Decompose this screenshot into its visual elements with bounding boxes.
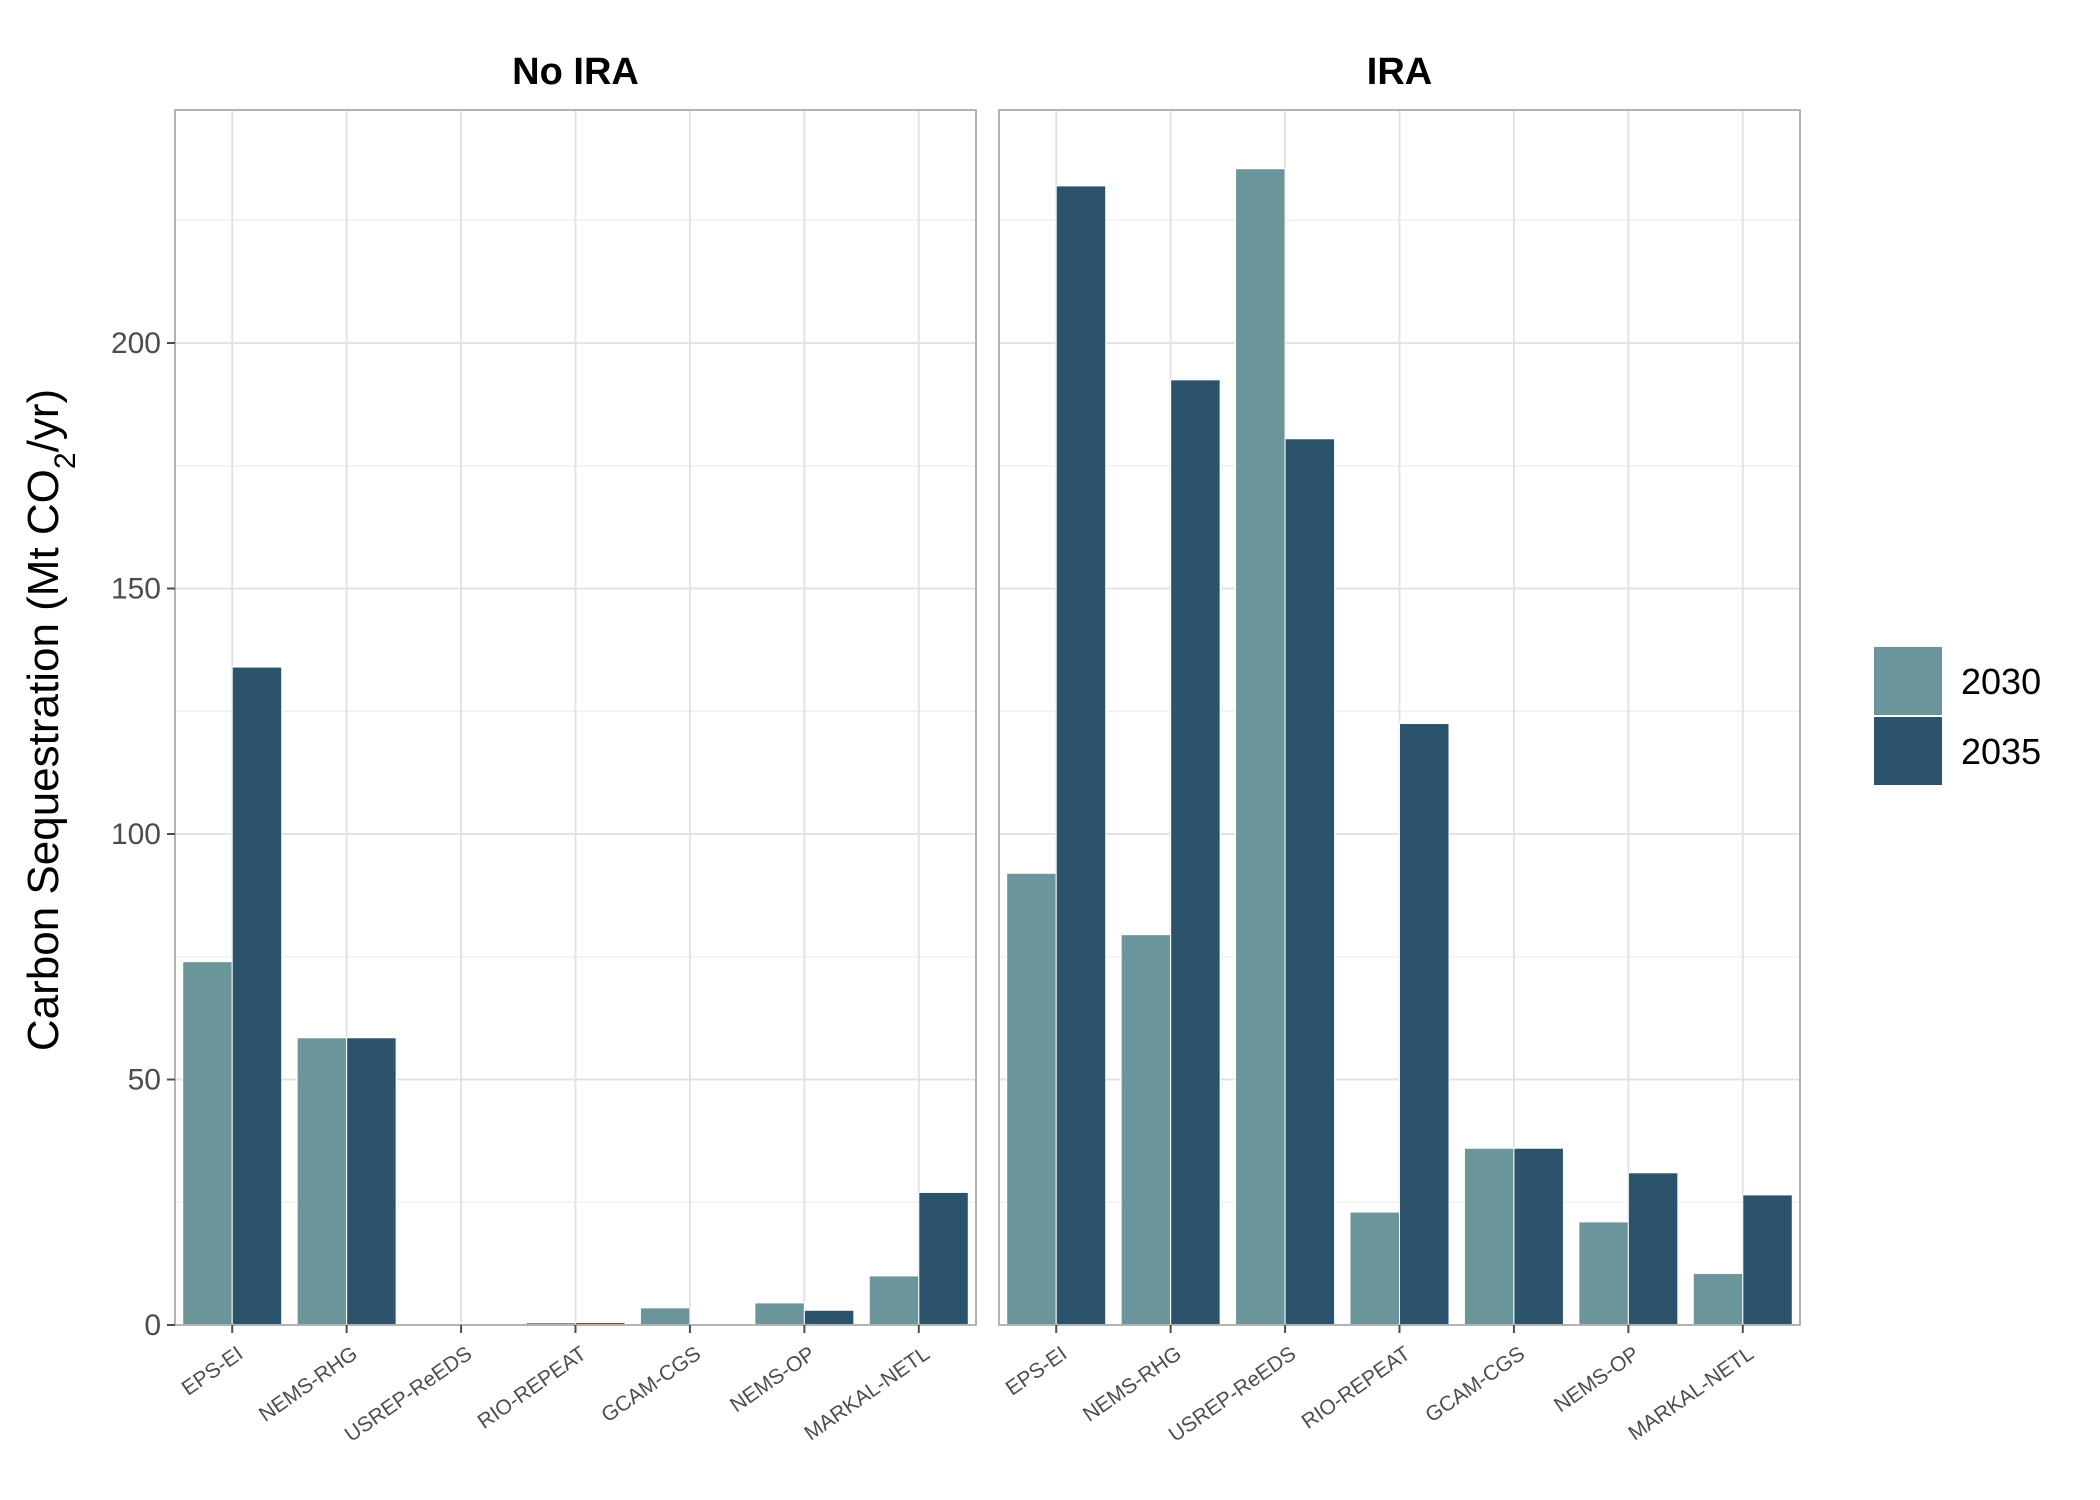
bar-2030-GCAM-CGS [639,1307,691,1326]
legend-item-2030: 2030 [1872,645,2041,717]
y-tick-label: 0 [144,1309,161,1342]
bar-2035-EPS-EI [1055,185,1107,1326]
x-tick-label: MARKAL-NETL [1624,1342,1758,1445]
legend-label-2030: 2030 [1961,661,2041,702]
bar-2035-RIO-REPEAT [1399,723,1450,1326]
x-tick-label: NEMS-RHG [255,1342,362,1426]
x-tick-label: NEMS-RHG [1079,1342,1186,1426]
bar-2030-NEMS-RHG [296,1037,348,1326]
y-tick-label: 50 [128,1064,161,1097]
bar-2030-NEMS-OP [1578,1221,1629,1326]
legend: 2030 2035 [1872,645,2041,787]
x-tick-label: NEMS-OP [1550,1342,1643,1417]
x-tick-label: USREP-ReEDS [341,1342,477,1447]
legend-item-2035: 2035 [1872,715,2041,787]
bar-2030-EPS-EI [182,961,233,1326]
x-tick-label: NEMS-OP [726,1342,819,1417]
bar-2030-EPS-EI [1006,872,1057,1326]
bar-2030-MARKAL-NETL [1692,1272,1744,1326]
x-tick-label: EPS-EI [178,1342,248,1400]
panel-1: No IRA EPS-EI NEMS-RHGUSREP-ReEDSRIO-REPEA… [111,51,977,1447]
x-tick-label: RIO-REPEAT [1298,1342,1415,1434]
y-axis-label-subscript: 2 [49,452,82,469]
y-axis-label-prefix: Carbon Sequestration (Mt CO [19,469,68,1051]
bar-2035-USREP-ReEDS [1284,438,1336,1326]
y-tick-label: 150 [111,573,161,606]
y-tick-label: 100 [111,818,161,851]
legend-key-2035 [1872,715,1944,787]
x-tick-label: GCAM-CGS [1421,1342,1529,1427]
bar-2035-GCAM-CGS [1513,1147,1564,1326]
legend-label-2035: 2035 [1961,731,2041,772]
bar-2035-NEMS-OP [803,1309,855,1326]
bar-2035-NEMS-OP [1627,1172,1679,1326]
bar-2035-NEMS-RHG [1170,379,1221,1326]
x-tick-label: GCAM-CGS [597,1342,705,1427]
y-axis-label-suffix: /yr) [19,389,68,453]
bar-2030-USREP-ReEDS [1235,168,1286,1326]
y-tick-label: 200 [111,327,161,360]
panel-title: IRA [1367,51,1432,93]
bar-2030-RIO-REPEAT [1349,1211,1400,1326]
x-tick-label: MARKAL-NETL [800,1342,934,1445]
x-tick-label: USREP-ReEDS [1165,1342,1301,1447]
bar-2035-EPS-EI [231,666,283,1326]
bar-2035-NEMS-RHG [346,1037,397,1326]
x-tick-label: EPS-EI [1002,1342,1072,1400]
bar-2030-GCAM-CGS [1463,1147,1515,1326]
bar-2035-MARKAL-NETL [918,1191,969,1326]
panel-title: No IRA [512,51,639,93]
bar-2030-NEMS-OP [754,1302,805,1326]
legend-key-2030 [1872,645,1944,717]
x-tick-label: RIO-REPEAT [474,1342,591,1434]
bar-2030-MARKAL-NETL [868,1275,920,1326]
y-axis-label: Carbon Sequestration (Mt CO2/yr) [19,389,82,1051]
bar-2030-NEMS-RHG [1120,934,1172,1326]
bar-2035-MARKAL-NETL [1742,1194,1793,1326]
